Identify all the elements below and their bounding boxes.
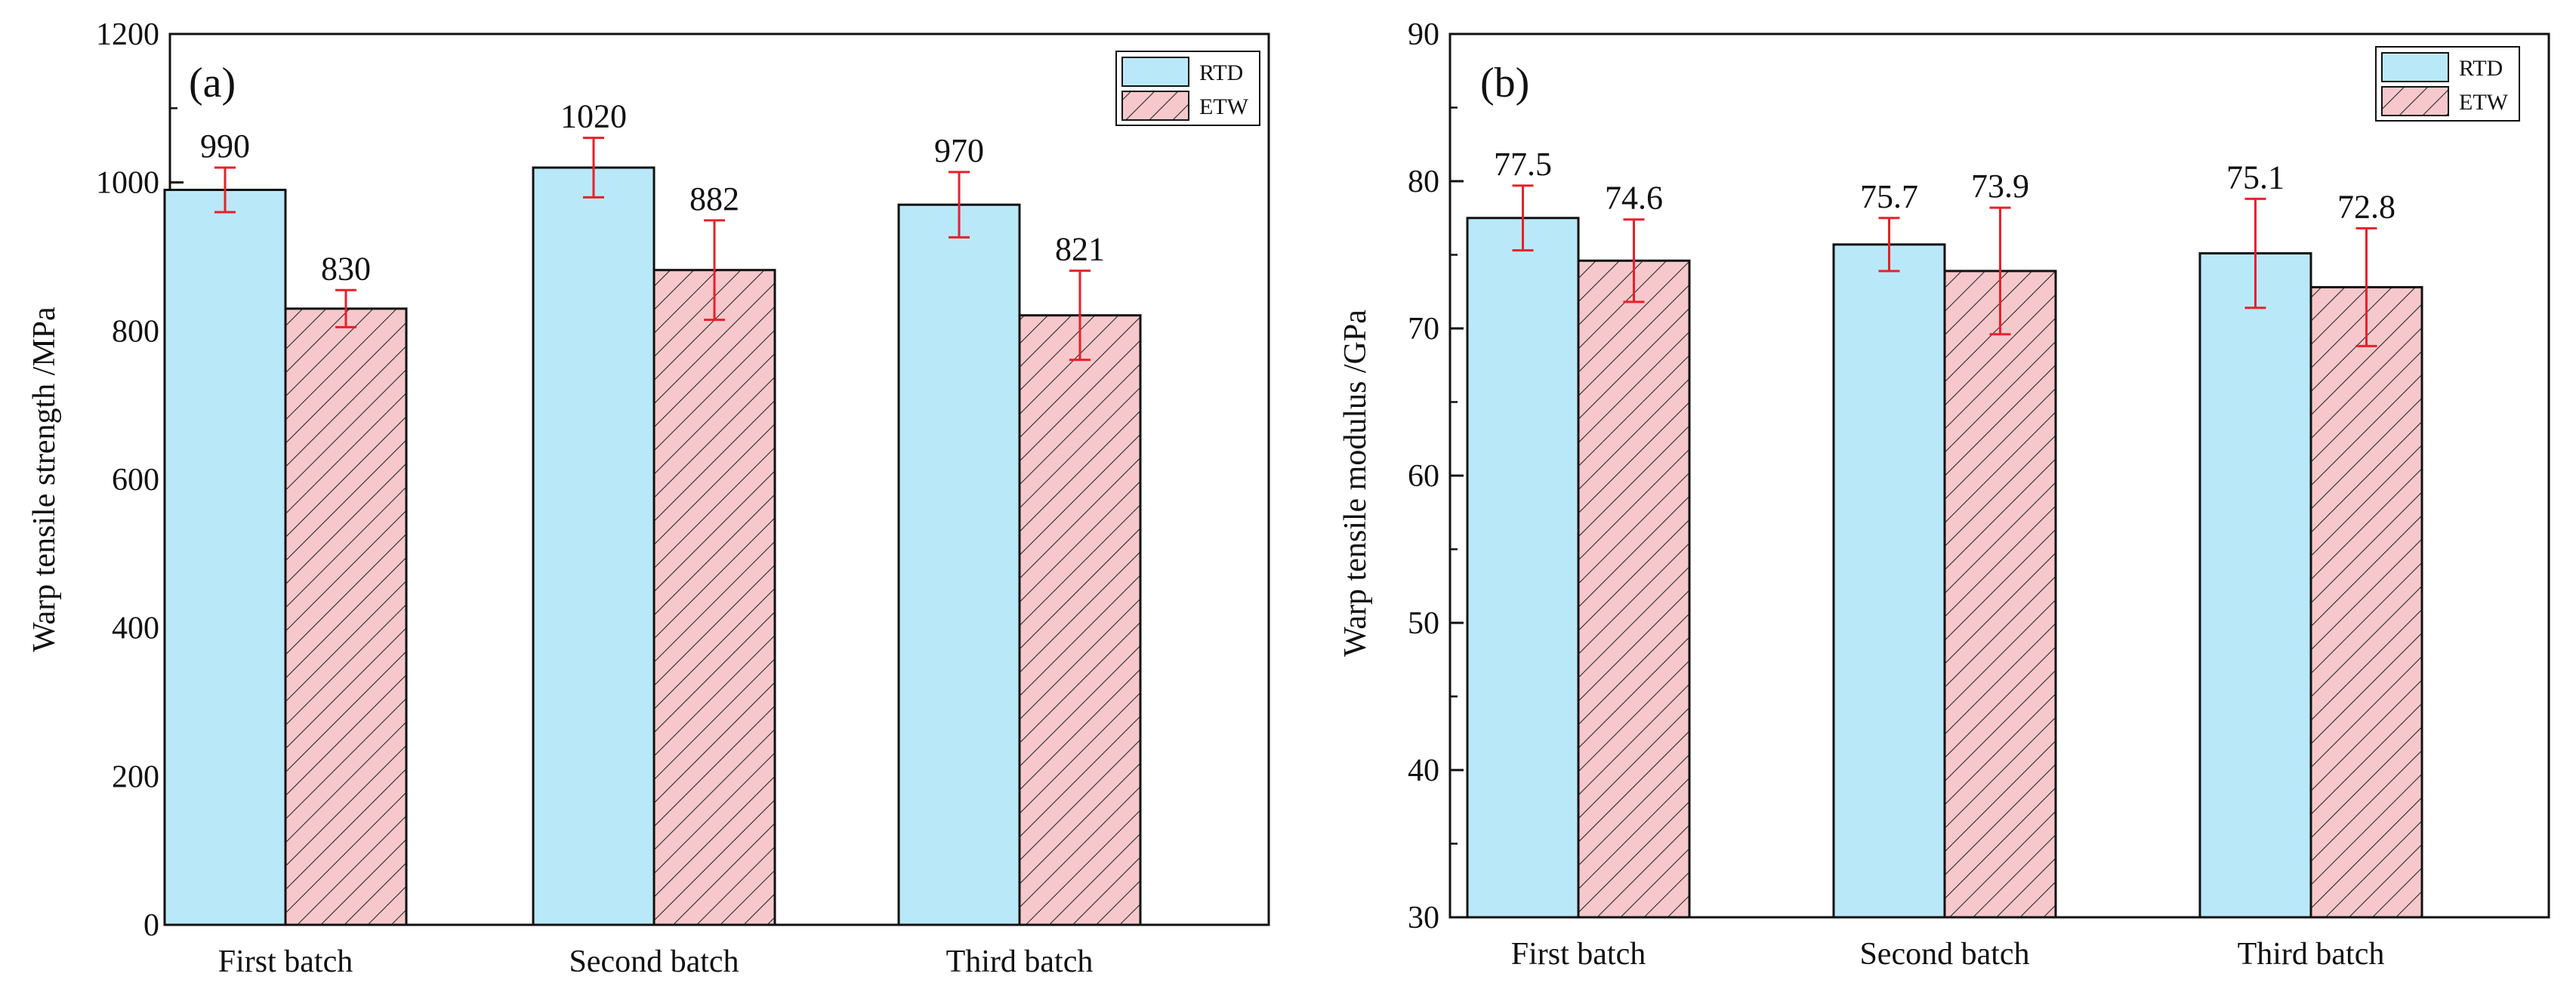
data-label-etw: 821 bbox=[1055, 231, 1105, 268]
legend-a: RTD ETW bbox=[1115, 51, 1260, 126]
bar-etw bbox=[284, 307, 408, 926]
legend-swatch-etw bbox=[2381, 86, 2449, 116]
y-tick-label: 200 bbox=[112, 759, 159, 794]
bar-etw bbox=[652, 269, 776, 926]
y-tick-label: 1000 bbox=[96, 166, 159, 201]
data-label-rtd: 970 bbox=[934, 132, 984, 169]
data-label-etw: 73.9 bbox=[1971, 168, 2029, 205]
panel-label-b: (b) bbox=[1480, 60, 1529, 106]
bar-etw bbox=[1943, 270, 2057, 919]
data-label-etw: 882 bbox=[690, 180, 739, 217]
y-tick-label: 80 bbox=[1408, 165, 1439, 199]
x-tick-label: First batch bbox=[218, 944, 353, 979]
y-tick-label: 40 bbox=[1408, 753, 1439, 788]
y-ticks-b: 30 40 50 60 70 80 90 bbox=[1408, 17, 1464, 935]
legend-label-rtd: RTD bbox=[1199, 60, 1243, 85]
bar-rtd bbox=[2198, 252, 2312, 919]
legend-label-etw: ETW bbox=[2459, 90, 2509, 115]
y-tick-label: 600 bbox=[112, 463, 159, 498]
y-tick-label: 70 bbox=[1408, 312, 1439, 347]
y-tick-label: 0 bbox=[143, 908, 159, 943]
y-tick-label: 90 bbox=[1408, 17, 1439, 52]
legend-swatch-rtd bbox=[2381, 52, 2449, 82]
y-tick-label: 1200 bbox=[96, 17, 159, 52]
bar-rtd bbox=[163, 189, 287, 926]
bar-rtd bbox=[1832, 243, 1946, 919]
bar-etw bbox=[1018, 314, 1142, 926]
data-label-rtd: 1020 bbox=[560, 98, 627, 135]
x-tick-label: Third batch bbox=[2238, 937, 2385, 972]
panel-label-a: (a) bbox=[189, 60, 236, 106]
data-label-rtd: 75.7 bbox=[1860, 178, 1918, 215]
bar-etw bbox=[1577, 259, 1691, 919]
data-label-rtd: 990 bbox=[200, 128, 250, 165]
y-axis-title-a: Warp tensile strength /MPa bbox=[27, 307, 62, 652]
legend-swatch-rtd bbox=[1121, 57, 1189, 87]
x-tick-label: First batch bbox=[1511, 937, 1646, 972]
chart-panel-a: (a) Warp tensile strength /MPa 0 200 400 60… bbox=[27, 17, 1270, 979]
bar-rtd bbox=[897, 203, 1021, 926]
y-tick-label: 60 bbox=[1408, 459, 1439, 494]
data-label-rtd: 77.5 bbox=[1494, 146, 1552, 183]
bar-rtd bbox=[532, 166, 656, 926]
x-tick-label: Second batch bbox=[1859, 937, 2029, 972]
x-tick-label: Second batch bbox=[569, 944, 739, 979]
data-label-etw: 74.6 bbox=[1605, 180, 1663, 217]
y-axis-title-b: Warp tensile modulus /GPa bbox=[1338, 310, 1373, 657]
legend-b: RTD ETW bbox=[2375, 46, 2520, 122]
x-tick-labels-b: First batch Second batch Third batch bbox=[1511, 905, 2385, 972]
y-tick-label: 50 bbox=[1408, 606, 1439, 641]
data-label-rtd: 75.1 bbox=[2226, 159, 2284, 196]
x-tick-label: Third batch bbox=[946, 944, 1094, 979]
y-tick-label: 800 bbox=[112, 314, 159, 349]
bars-b: 77.5 75.7 75.1 74.6 73.9 72.8 bbox=[1466, 146, 2423, 919]
data-label-etw: 72.8 bbox=[2337, 188, 2396, 225]
legend-label-rtd: RTD bbox=[2459, 56, 2503, 81]
x-tick-labels-a: First batch Second batch Third batch bbox=[218, 913, 1094, 979]
y-tick-label: 30 bbox=[1408, 901, 1439, 935]
bar-rtd bbox=[1466, 217, 1580, 919]
bars-a: 990 1020 970 830 882 821 bbox=[163, 98, 1142, 926]
bar-etw bbox=[2309, 285, 2423, 919]
y-tick-label: 400 bbox=[112, 612, 159, 646]
data-label-etw: 830 bbox=[321, 250, 371, 287]
legend-label-etw: ETW bbox=[1199, 94, 1249, 119]
chart-panel-b: (b) Warp tensile modulus /GPa 30 40 50 60 70… bbox=[1338, 17, 2550, 972]
legend-swatch-etw bbox=[1121, 91, 1189, 121]
y-ticks-a: 0 200 400 600 800 1000 1200 bbox=[96, 17, 184, 943]
